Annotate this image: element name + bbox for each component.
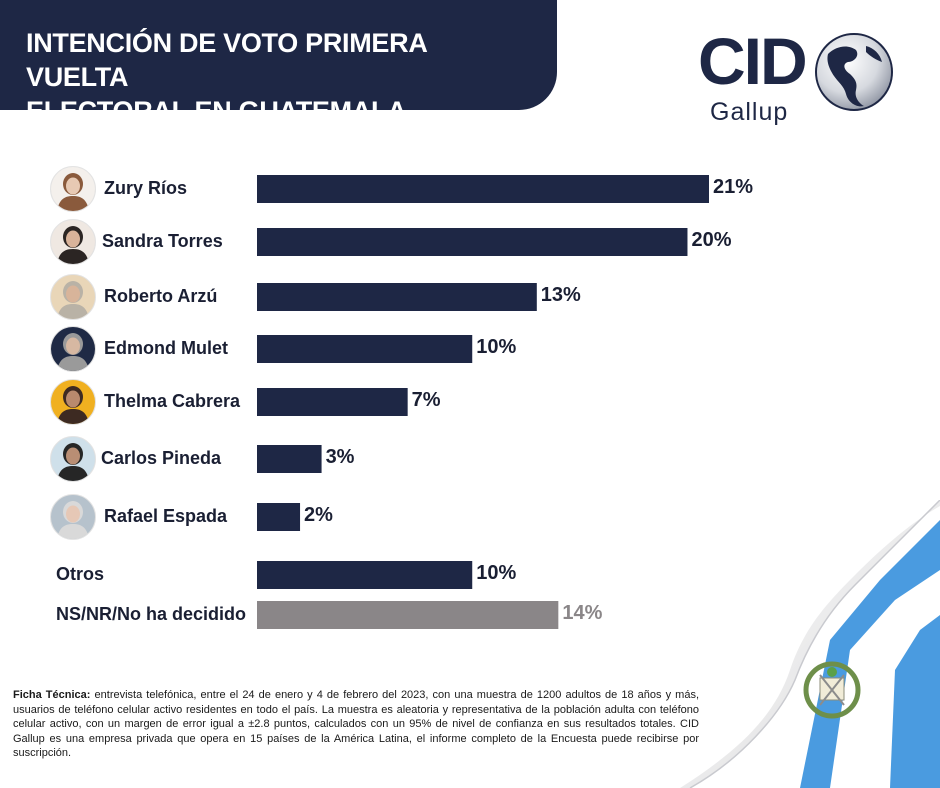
- bar-0: [257, 175, 709, 203]
- category-label: Thelma Cabrera: [104, 391, 241, 411]
- bar-5: [257, 445, 322, 473]
- category-label: Roberto Arzú: [104, 286, 218, 306]
- category-label: Zury Ríos: [104, 178, 188, 198]
- bar-value-label: 21%: [713, 176, 754, 198]
- title-banner: INTENCIÓN DE VOTO PRIMERA VUELTA ELECTOR…: [0, 0, 557, 126]
- logo-sub: Gallup: [710, 98, 789, 126]
- candidate-photo-icon: [50, 379, 96, 425]
- bar-1: [257, 228, 688, 256]
- bar-3: [257, 335, 473, 363]
- guatemala-flag-icon: [680, 500, 940, 788]
- title-line-2: ELECTORAL EN GUATEMALA: [26, 96, 407, 126]
- bar-value-label: 2%: [304, 504, 333, 526]
- bar-4: [257, 388, 408, 416]
- title-line-1: INTENCIÓN DE VOTO PRIMERA VUELTA: [26, 28, 427, 92]
- bar-value-label: 10%: [476, 336, 517, 358]
- ficha-label: Ficha Técnica:: [13, 689, 91, 701]
- globe-icon: [815, 33, 893, 111]
- bar-7: [257, 561, 473, 589]
- bar-value-label: 3%: [325, 446, 355, 468]
- candidate-photo-icon: [50, 166, 96, 212]
- bar-6: [257, 503, 301, 531]
- category-label: Sandra Torres: [102, 231, 223, 251]
- bar-value-label: 10%: [476, 562, 517, 584]
- category-label: Rafael Espada: [104, 506, 228, 526]
- ficha-text: entrevista telefónica, entre el 24 de en…: [13, 689, 700, 760]
- candidate-photo-icon: [50, 326, 96, 372]
- category-label: NS/NR/No ha decidido: [56, 604, 247, 624]
- candidate-photo-icon: [50, 436, 96, 482]
- logo-brand: CID: [698, 24, 808, 98]
- candidate-photo-icon: [50, 219, 96, 265]
- bar-value-label: 7%: [411, 389, 441, 411]
- bar-value-label: 20%: [691, 229, 732, 251]
- category-label: Carlos Pineda: [101, 448, 222, 468]
- bar-value-label: 14%: [562, 602, 603, 624]
- bar-2: [257, 283, 537, 311]
- candidate-photo-icon: [50, 494, 96, 540]
- category-label: Edmond Mulet: [104, 338, 228, 358]
- page-title: INTENCIÓN DE VOTO PRIMERA VUELTA ELECTOR…: [26, 26, 526, 128]
- bar-chart: [257, 175, 709, 629]
- cid-gallup-logo: CID Gallup: [690, 22, 930, 132]
- bar-value-label: 13%: [540, 284, 581, 306]
- bar-8: [257, 601, 559, 629]
- category-label: Otros: [56, 564, 105, 584]
- ficha-tecnica: Ficha Técnica: entrevista telefónica, en…: [13, 688, 699, 761]
- candidate-photo-icon: [50, 274, 96, 320]
